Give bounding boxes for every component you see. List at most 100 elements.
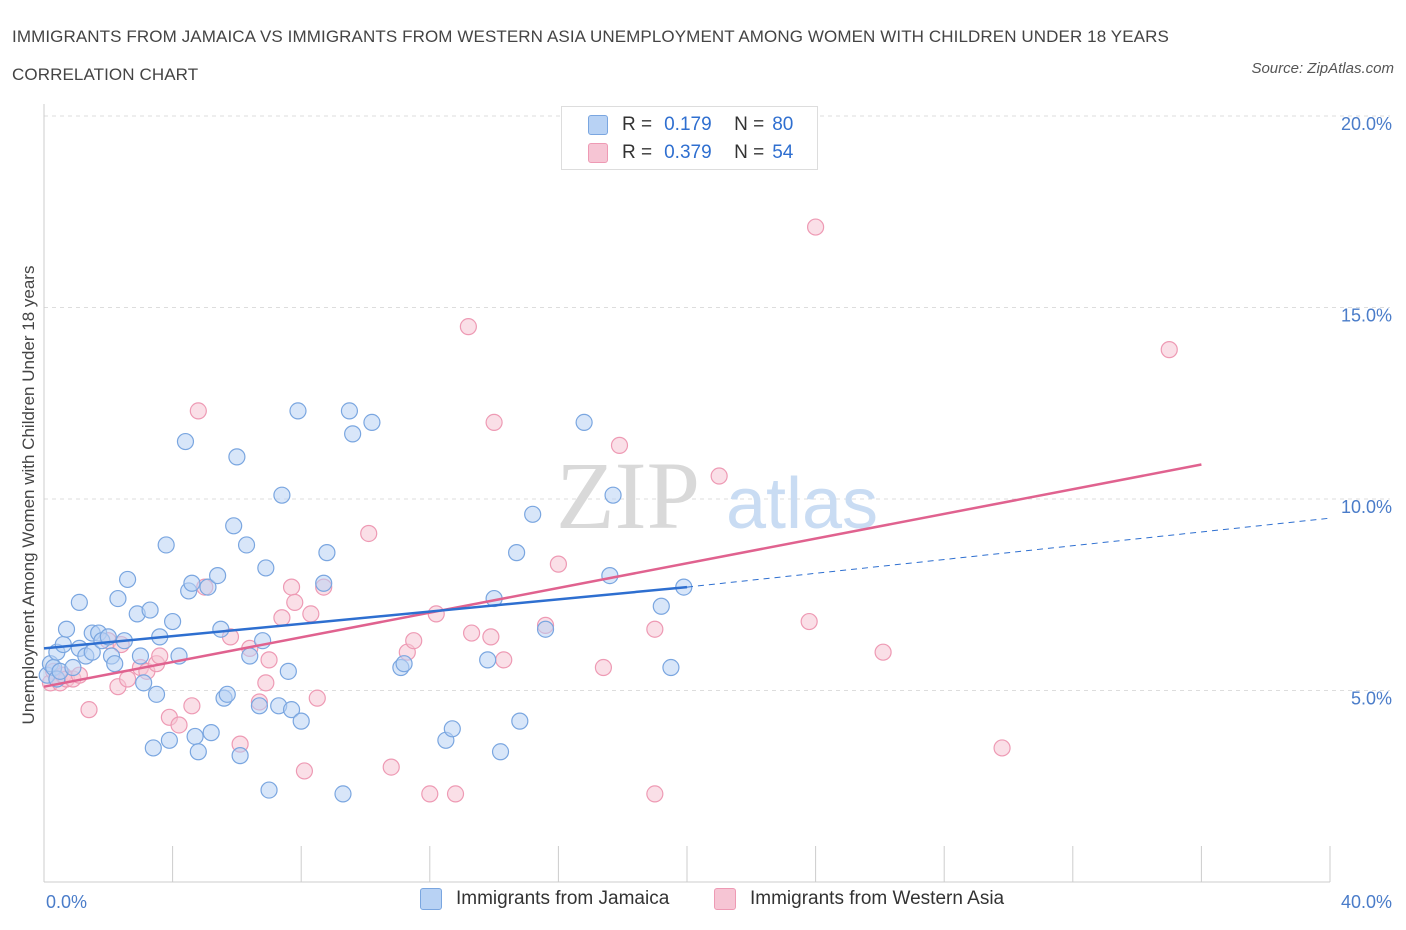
jamaica-point: [257, 559, 275, 577]
jamaica-point: [118, 570, 137, 589]
watermark: ZIP atlas: [556, 442, 878, 549]
jamaica-point: [135, 674, 153, 692]
western-asia-point: [302, 605, 320, 623]
western-asia-point: [295, 762, 314, 780]
x-tick-label: 0.0%: [46, 892, 87, 912]
jamaica-point: [212, 620, 230, 638]
western-asia-point: [710, 467, 728, 485]
legend-r-label: R =: [622, 142, 653, 163]
jamaica-point: [575, 413, 593, 431]
tick-labels: 5.0% 10.0% 15.0% 20.0% 0.0% 40.0%: [46, 114, 1392, 912]
jamaica-point: [237, 536, 256, 554]
legend-row-western-asia: R = 0.379 N = 54: [588, 141, 793, 165]
legend-n-value: 80: [772, 114, 794, 135]
western-asia-point: [189, 402, 207, 420]
axes: [43, 104, 1331, 883]
jamaica-point: [536, 620, 555, 638]
jamaica-point: [164, 612, 182, 631]
western-asia-point: [446, 785, 465, 803]
western-asia-trend-line: [43, 463, 1202, 688]
jamaica-point: [652, 597, 670, 615]
western-asia-point: [646, 785, 664, 803]
western-asia-legend-swatch: [714, 888, 736, 910]
legend-r-label: R =: [622, 114, 653, 135]
western-asia-point: [1160, 341, 1178, 359]
jamaica-point: [604, 486, 622, 504]
western-asia-point: [260, 651, 278, 669]
y-tick-label: 10.0%: [1341, 497, 1392, 517]
western-asia-point: [427, 605, 445, 623]
y-tick-label: 15.0%: [1341, 306, 1392, 326]
jamaica-point: [109, 589, 127, 608]
jamaica-point: [662, 658, 680, 677]
jamaica-point: [57, 620, 76, 638]
western-asia-point: [257, 674, 275, 692]
jamaica-point: [70, 593, 88, 612]
legend-item-jamaica[interactable]: Immigrants from Jamaica: [420, 888, 669, 910]
y-axis-label: Unemployment Among Women with Children U…: [19, 266, 38, 725]
jamaica-point: [157, 536, 175, 554]
jamaica-swatch: [588, 115, 608, 135]
jamaica-point: [218, 685, 236, 703]
jamaica-point: [199, 578, 217, 596]
western-asia-point: [549, 555, 568, 573]
jamaica-point: [144, 739, 162, 757]
jamaica-point: [289, 402, 307, 420]
legend-n-label: N =: [734, 142, 765, 163]
watermark-zip: ZIP: [556, 442, 700, 549]
chart-title: IMMIGRANTS FROM JAMAICA VS IMMIGRANTS FR…: [12, 27, 1169, 84]
series-jamaica-points: [38, 402, 693, 803]
jamaica-trend-line: [43, 585, 688, 650]
jamaica-point: [318, 544, 336, 562]
jamaica-point: [282, 701, 301, 719]
western-asia-point: [80, 701, 98, 719]
western-asia-point: [183, 697, 201, 715]
western-asia-point: [495, 651, 513, 669]
legend-r-value: 0.379: [664, 142, 712, 163]
jamaica-point: [106, 655, 124, 673]
jamaica-point: [334, 785, 352, 803]
jamaica-point: [292, 712, 310, 730]
jamaica-point: [241, 647, 259, 665]
jamaica-point: [601, 566, 619, 585]
source-label: Source: ZipAtlas.com: [1251, 60, 1394, 77]
legend-r-value: 0.179: [664, 114, 712, 135]
jamaica-point: [491, 743, 510, 761]
western-asia-point: [800, 612, 818, 631]
series-legend: Immigrants from Jamaica Immigrants from …: [0, 888, 1406, 916]
y-tick-label: 5.0%: [1351, 689, 1392, 709]
western-asia-point: [459, 318, 477, 336]
jamaica-point: [508, 544, 526, 562]
jamaica-point: [141, 601, 159, 619]
western-asia-point: [360, 524, 378, 543]
correlation-legend: R = 0.179 N = 80 R = 0.379 N = 54: [561, 106, 818, 170]
jamaica-point: [524, 505, 542, 523]
jamaica-point: [225, 517, 243, 535]
western-asia-point: [151, 647, 169, 665]
jamaica-point: [176, 432, 195, 451]
jamaica-legend-swatch: [420, 888, 442, 910]
western-asia-point: [273, 609, 291, 627]
western-asia-point: [382, 758, 400, 776]
legend-item-western-asia[interactable]: Immigrants from Western Asia: [714, 888, 1004, 910]
western-asia-point: [646, 620, 664, 638]
jamaica-point: [54, 635, 72, 654]
jamaica-point: [315, 574, 333, 592]
jamaica-point: [189, 743, 207, 761]
western-asia-point: [482, 628, 500, 646]
western-asia-swatch: [588, 143, 608, 163]
western-asia-point: [118, 670, 137, 688]
jamaica-point: [147, 685, 166, 703]
gridlines: [44, 115, 1390, 691]
jamaica-point: [443, 720, 461, 738]
jamaica-point: [340, 402, 359, 420]
jamaica-point: [250, 697, 269, 715]
legend-label-western-asia: Immigrants from Western Asia: [750, 888, 1005, 909]
jamaica-point: [363, 413, 381, 431]
y-tick-label: 20.0%: [1341, 114, 1392, 134]
jamaica-point: [202, 724, 220, 742]
western-asia-point: [610, 436, 629, 454]
western-asia-point: [282, 578, 301, 596]
jamaica-point: [511, 712, 529, 730]
